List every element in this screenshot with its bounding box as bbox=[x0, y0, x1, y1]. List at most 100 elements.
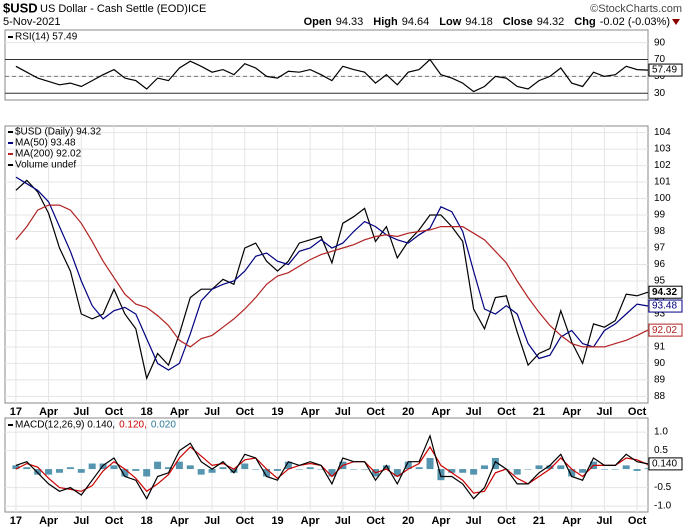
histogram-bar bbox=[77, 469, 85, 473]
y-tick-label: 0.5 bbox=[654, 445, 668, 456]
series-line bbox=[15, 204, 649, 348]
histogram-bar bbox=[524, 469, 532, 470]
histogram-bar bbox=[513, 469, 521, 475]
last-value-label: 94.32 bbox=[652, 287, 677, 298]
x-tick-label: Jul bbox=[335, 406, 351, 418]
x-tick-label: 20 bbox=[402, 515, 414, 527]
histogram-bar bbox=[633, 469, 641, 471]
series-line bbox=[15, 179, 649, 381]
x-tick-label: 17 bbox=[10, 406, 22, 418]
x-tick-label: Oct bbox=[105, 515, 124, 527]
legend-text: 0.120, bbox=[119, 420, 147, 431]
histogram-bar bbox=[208, 469, 216, 473]
histogram-bar bbox=[448, 469, 456, 473]
y-tick-label: 104 bbox=[654, 127, 671, 138]
histogram-bar bbox=[317, 469, 325, 470]
legend-text: 0.020 bbox=[151, 420, 176, 431]
x-tick-label: Oct bbox=[105, 406, 124, 418]
x-tick-label: Apr bbox=[301, 406, 321, 418]
x-tick-label: Jul bbox=[204, 515, 220, 527]
histogram-bar bbox=[12, 465, 20, 470]
histogram-bar bbox=[382, 465, 390, 470]
x-tick-label: Apr bbox=[39, 515, 59, 527]
x-tick-label: 21 bbox=[533, 515, 545, 527]
histogram-bar bbox=[263, 469, 271, 477]
x-tick-label: 18 bbox=[141, 406, 153, 418]
histogram-bar bbox=[415, 467, 423, 470]
y-tick-label: -0.5 bbox=[654, 482, 672, 493]
series-line bbox=[15, 58, 649, 93]
x-tick-label: Jul bbox=[466, 406, 482, 418]
series-line bbox=[15, 433, 649, 500]
quote-value: 94.33 bbox=[336, 16, 364, 28]
quote-label: Open bbox=[304, 16, 332, 28]
last-value-tag bbox=[648, 323, 683, 337]
x-tick-label: Apr bbox=[301, 515, 321, 527]
y-tick-label: 96 bbox=[654, 259, 666, 270]
y-tick-label: -1.0 bbox=[654, 501, 672, 512]
histogram-bar bbox=[154, 461, 162, 470]
x-tick-label: Apr bbox=[562, 515, 582, 527]
histogram-bar bbox=[55, 469, 63, 473]
histogram-bar bbox=[273, 469, 281, 471]
histogram-bar bbox=[230, 469, 238, 473]
histogram-bar bbox=[197, 469, 205, 475]
legend-text: $USD (Daily) 94.32 bbox=[15, 127, 102, 138]
histogram-bar bbox=[45, 469, 53, 475]
x-tick-label: Apr bbox=[431, 406, 451, 418]
copyright: ©StockCharts.com bbox=[590, 3, 682, 15]
histogram-bar bbox=[306, 467, 314, 470]
x-tick-label: Jul bbox=[335, 515, 351, 527]
instrument-name: US Dollar - Cash Settle (EOD) bbox=[40, 3, 188, 15]
histogram-bar bbox=[88, 463, 96, 470]
quote-value: 94.18 bbox=[465, 16, 493, 28]
histogram-bar bbox=[132, 469, 140, 471]
last-value-tag bbox=[648, 285, 683, 299]
x-tick-label: 20 bbox=[402, 406, 414, 418]
symbol: $USD bbox=[3, 0, 38, 15]
last-value-label: 92.02 bbox=[652, 325, 677, 336]
quote-label: Chg bbox=[574, 16, 595, 28]
x-tick-label: Apr bbox=[431, 515, 451, 527]
series-line bbox=[15, 176, 649, 371]
histogram-bar bbox=[546, 465, 554, 470]
histogram-bar bbox=[404, 461, 412, 470]
histogram-bar bbox=[568, 469, 576, 477]
y-tick-label: 99 bbox=[654, 210, 666, 221]
histogram-bar bbox=[34, 469, 42, 475]
histogram-bar bbox=[121, 469, 129, 477]
x-tick-label: Apr bbox=[562, 406, 582, 418]
y-tick-label: 90 bbox=[654, 358, 666, 369]
histogram-bar bbox=[579, 469, 587, 473]
y-tick-label: 100 bbox=[654, 193, 671, 204]
quote-label: Low bbox=[439, 16, 461, 28]
y-tick-label: 93 bbox=[654, 309, 666, 320]
histogram-bar bbox=[186, 465, 194, 470]
histogram-bar bbox=[350, 469, 358, 470]
x-tick-label: Apr bbox=[170, 515, 190, 527]
histogram-bar bbox=[164, 467, 172, 470]
x-tick-label: Jul bbox=[466, 515, 482, 527]
y-tick-label: 95 bbox=[654, 276, 666, 287]
x-tick-label: 19 bbox=[271, 406, 283, 418]
panel-frame bbox=[4, 29, 649, 101]
histogram-bar bbox=[241, 463, 249, 470]
y-tick-label: 88 bbox=[654, 391, 666, 402]
x-tick-label: Oct bbox=[497, 406, 516, 418]
y-tick-label: 101 bbox=[654, 177, 671, 188]
legend-text: MA(200) 92.02 bbox=[15, 149, 82, 160]
histogram-bar bbox=[284, 461, 292, 470]
histogram-bar bbox=[459, 469, 467, 473]
histogram-bar bbox=[361, 469, 369, 470]
last-value-tag bbox=[648, 457, 683, 471]
quote-label: High bbox=[373, 16, 398, 28]
histogram-bar bbox=[393, 469, 401, 477]
x-tick-label: Oct bbox=[236, 515, 255, 527]
last-value-tag bbox=[648, 299, 683, 313]
y-tick-label: 1.0 bbox=[654, 427, 668, 438]
histogram-bar bbox=[535, 465, 543, 470]
last-value-label: 57.49 bbox=[652, 65, 677, 76]
histogram-bar bbox=[491, 457, 499, 470]
histogram-bar bbox=[470, 469, 478, 475]
